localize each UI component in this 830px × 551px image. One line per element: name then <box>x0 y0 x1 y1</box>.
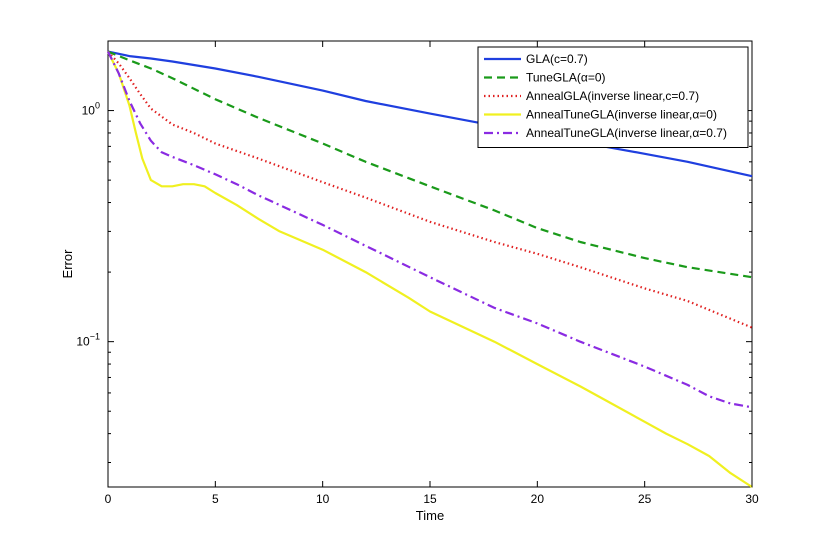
x-tick-label-0: 0 <box>105 492 112 506</box>
x-tick-label-5: 25 <box>638 492 652 506</box>
x-tick-label-2: 10 <box>316 492 330 506</box>
legend-box <box>477 46 749 148</box>
legend-label-3: AnnealGLA(inverse linear,c=0.7) <box>526 89 699 103</box>
legend-label-5: AnnealTuneGLA(inverse linear,α=0.7) <box>526 126 727 140</box>
series-line-5 <box>107 51 753 409</box>
x-tick-label-4: 20 <box>531 492 545 506</box>
series-line-2 <box>107 50 753 279</box>
legend-label-1: GLA(c=0.7) <box>526 52 588 66</box>
x-tick-label-1: 5 <box>212 492 219 506</box>
y-tick-label-exponent-1: −1 <box>90 332 100 342</box>
y-axis-label: Error <box>60 249 75 279</box>
series-line-4 <box>107 51 753 488</box>
x-tick-label-6: 30 <box>745 492 759 506</box>
legend-label-2: TuneGLA(α=0) <box>526 71 606 85</box>
y-tick-label-0: 100 <box>82 101 100 118</box>
y-tick-label-base-1: 10 <box>76 335 90 349</box>
series-line-1 <box>107 50 753 178</box>
x-axis-label: Time <box>416 508 444 523</box>
x-tick-label-3: 15 <box>423 492 437 506</box>
legend: GLA(c=0.7) TuneGLA(α=0) AnnealGLA(inverse … <box>477 46 749 148</box>
legend-label-4: AnnealTuneGLA(inverse linear,α=0) <box>526 108 717 122</box>
y-tick-label-base-0: 10 <box>82 104 96 118</box>
y-tick-label-exponent-0: 0 <box>95 101 100 111</box>
series-line-3 <box>107 50 753 329</box>
y-tick-label-1: 10−1 <box>76 332 100 349</box>
series-layer <box>107 50 753 488</box>
